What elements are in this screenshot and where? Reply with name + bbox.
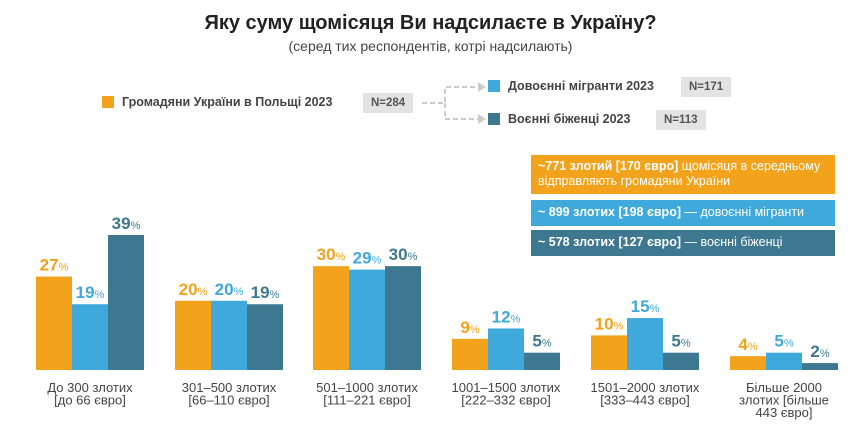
- note-average-citizens: ~771 злотий [170 євро] щомісяця в середн…: [531, 155, 835, 194]
- category-label-1-1: [66–110 євро]: [188, 393, 269, 408]
- category-label-2-0: 501–1000 злотих: [316, 380, 418, 395]
- bar-pre-war-0: [72, 304, 108, 370]
- value-label-refugees-1: 19%: [251, 283, 280, 302]
- value-label-pre-war-3: 12%: [492, 307, 521, 326]
- category-label-3-0: 1001–1500 злотих: [452, 380, 561, 395]
- legend-n-refugees: N=113: [656, 110, 706, 130]
- bar-refugees-4: [663, 352, 699, 370]
- note1-text: щомісяця в середньому відправляють грома…: [538, 159, 821, 188]
- legend-swatch-pre-war: [488, 80, 500, 92]
- value-label-citizens-3: 9%: [460, 318, 479, 337]
- legend-pre-war: Довоєнні мігранти 2023: [488, 79, 654, 93]
- note-average-refugees: ~ 578 злотих [127 євро] — воєнні біженці: [531, 230, 835, 256]
- legend-label-pre-war: Довоєнні мігранти 2023: [508, 79, 654, 93]
- category-label-0-0: До 300 злотих: [47, 380, 133, 395]
- value-label-citizens-1: 20%: [179, 280, 208, 299]
- category-label-2-1: [111–221 євро]: [323, 393, 411, 408]
- category-label-4-1: [333–443 євро]: [600, 393, 689, 408]
- legend-citizens: Громадяни України в Польщі 2023: [102, 95, 332, 109]
- category-label-5-0: Більше 2000: [746, 380, 822, 395]
- value-label-pre-war-4: 15%: [631, 297, 660, 316]
- bar-pre-war-1: [211, 300, 247, 370]
- legend-n-pre-war: N=171: [681, 77, 732, 97]
- bar-refugees-1: [247, 304, 283, 370]
- bar-pre-war-2: [349, 269, 385, 370]
- chart-title: Яку суму щомісяця Ви надсилаєте в Україн…: [204, 12, 657, 34]
- bar-refugees-3: [524, 352, 560, 370]
- value-label-pre-war-5: 5%: [774, 332, 793, 351]
- bars-group: [36, 235, 838, 370]
- bar-citizens-1: [175, 300, 211, 370]
- bar-refugees-5: [802, 363, 838, 370]
- value-label-pre-war-1: 20%: [215, 280, 244, 299]
- category-label-5-1: злотих [більше: [739, 393, 829, 408]
- value-label-citizens-5: 4%: [738, 335, 757, 354]
- bar-pre-war-3: [488, 328, 524, 370]
- note3-text: — воєнні біженці: [681, 235, 783, 249]
- bar-citizens-0: [36, 276, 72, 370]
- legend-refugees: Воєнні біженці 2023: [488, 112, 630, 126]
- legend-label-citizens: Громадяни України в Польщі 2023: [122, 95, 333, 109]
- legend-arrowheads: [478, 82, 486, 124]
- value-label-citizens-0: 27%: [40, 256, 69, 275]
- value-label-refugees-5: 2%: [810, 342, 829, 361]
- value-label-refugees-4: 5%: [671, 332, 690, 351]
- bar-refugees-2: [385, 266, 421, 370]
- note-average-pre-war: ~ 899 злотих [198 євро] — довоєнні мігра…: [531, 200, 835, 226]
- bar-citizens-4: [591, 335, 627, 370]
- note2-text: — довоєнні мігранти: [681, 205, 805, 219]
- note2-amount: ~ 899 злотих [198 євро]: [538, 205, 681, 219]
- category-label-4-0: 1501–2000 злотих: [591, 380, 700, 395]
- value-label-refugees-0: 39%: [112, 214, 141, 233]
- legend-swatch-citizens: [102, 96, 114, 108]
- legend-connector: [422, 86, 478, 120]
- bar-pre-war-5: [766, 352, 802, 370]
- category-labels-group: До 300 злотих[до 66 євро]301–500 злотих[…: [47, 380, 829, 420]
- note3-amount: ~ 578 злотих [127 євро]: [538, 235, 681, 249]
- category-label-3-1: [222–332 євро]: [461, 393, 550, 408]
- legend-label-refugees: Воєнні біженці 2023: [508, 112, 631, 126]
- bar-refugees-0: [108, 235, 144, 370]
- legend-n-citizens: N=284: [363, 93, 414, 113]
- value-labels-group: 27% 19% 39% 20% 20% 19% 30% 29% 30% 9% 12% 5% 10% 15%…: [40, 214, 830, 361]
- value-label-citizens-4: 10%: [595, 314, 624, 333]
- legend-swatch-refugees: [488, 113, 500, 125]
- value-label-pre-war-0: 19%: [76, 283, 105, 302]
- category-label-1-0: 301–500 злотих: [182, 380, 277, 395]
- bar-citizens-3: [452, 338, 488, 370]
- bar-citizens-5: [730, 356, 766, 370]
- value-label-refugees-2: 30%: [389, 245, 418, 264]
- bar-citizens-2: [313, 266, 349, 370]
- chart-subtitle: (серед тих респондентів, котрі надсилают…: [288, 38, 573, 54]
- note1-amount: ~771 злотий [170 євро]: [538, 159, 679, 173]
- value-label-refugees-3: 5%: [532, 332, 551, 351]
- category-label-5-2: 443 євро]: [756, 405, 813, 420]
- bar-pre-war-4: [627, 318, 663, 370]
- category-label-0-1: [до 66 євро]: [54, 393, 126, 408]
- value-label-pre-war-2: 29%: [353, 249, 382, 268]
- value-label-citizens-2: 30%: [317, 245, 346, 264]
